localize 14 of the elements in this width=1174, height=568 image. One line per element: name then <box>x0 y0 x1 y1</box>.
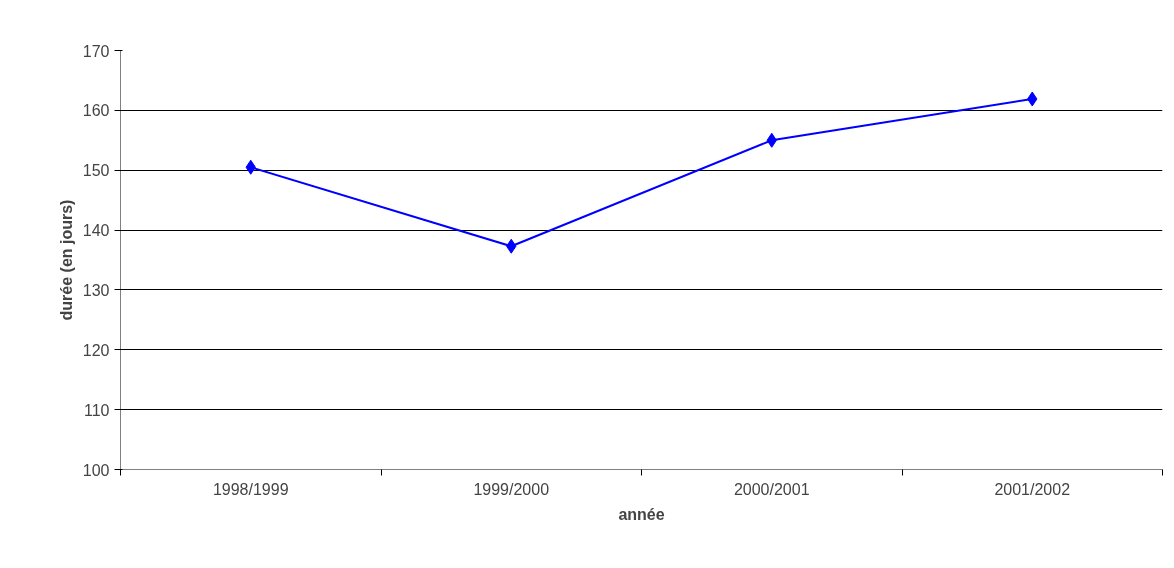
y-tick-label: 100 <box>82 461 110 479</box>
y-tick-label: 160 <box>82 102 110 120</box>
y-axis-title: durée (en jours) <box>57 199 75 321</box>
x-tick-label: 2000/2001 <box>733 480 810 498</box>
y-tick-label: 120 <box>82 341 110 359</box>
y-tick-label: 140 <box>82 222 110 240</box>
x-tick-label: 1999/2000 <box>473 480 550 498</box>
y-tick-label: 170 <box>82 42 110 60</box>
x-tick-label: 1998/1999 <box>212 480 289 498</box>
y-tick-label: 130 <box>82 281 110 299</box>
x-tick-label: 2001/2002 <box>994 480 1071 498</box>
y-tick-label: 150 <box>82 162 110 180</box>
x-axis-title: année <box>618 505 665 523</box>
y-tick-label: 110 <box>83 401 110 419</box>
